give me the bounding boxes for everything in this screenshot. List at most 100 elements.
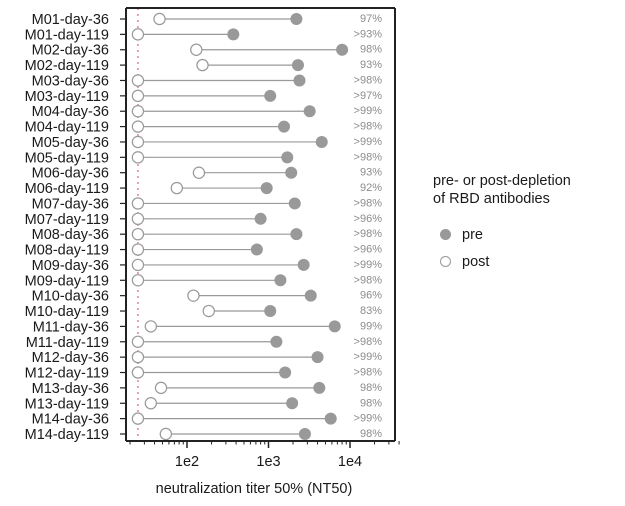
percent-label: >99% [354,136,383,148]
percent-label: 98% [360,382,382,394]
y-tick-label: M11-day-36 [33,319,109,335]
percent-label: 96% [360,290,382,302]
x-tick-label: 1e2 [175,454,199,470]
y-tick-label: M11-day-119 [26,335,109,351]
legend-item-post: post [433,248,571,275]
legend-title: pre- or post-depletion of RBD antibodies [433,173,571,207]
percent-label: >96% [354,244,383,256]
post-point [131,105,145,118]
percent-label: >99% [354,413,383,425]
pre-point [285,166,298,179]
pre-point [293,74,306,87]
percent-label: 98% [360,397,382,409]
percent-label: >93% [354,28,383,40]
pre-point [298,427,311,440]
pre-point [315,135,328,148]
y-tick-label: M03-day-36 [32,73,109,89]
percent-label: >98% [354,121,383,133]
percent-label: >99% [354,351,383,363]
pre-point [290,228,303,241]
post-point [196,58,209,72]
percent-label: >98% [354,151,383,163]
pre-point [290,13,303,25]
post-point [131,212,145,226]
post-point [131,258,145,272]
x-tick-label: 1e3 [256,454,280,470]
percent-label: 98% [360,44,382,56]
y-tick-label: M03-day-119 [25,89,109,105]
y-tick-label: M02-day-36 [32,43,109,59]
y-tick-label: M02-day-119 [25,58,109,74]
post-point [131,243,145,256]
y-tick-label: M05-day-119 [25,150,109,166]
y-tick-label: M09-day-119 [25,273,109,289]
pre-point [264,89,277,102]
y-tick-label: M04-day-36 [32,104,109,120]
percent-label: 83% [360,305,382,317]
pre-point [260,182,273,195]
y-tick-label: M05-day-36 [32,135,109,151]
percent-label: >99% [354,105,383,117]
y-tick-label: M10-day-36 [32,289,109,305]
post-point [131,120,145,133]
y-tick-label: M14-day-36 [32,412,109,428]
y-tick-label: M07-day-119 [25,212,109,228]
post-point [131,135,145,149]
percent-label: 93% [360,167,382,179]
percent-label: >98% [354,336,383,348]
post-point [190,43,203,56]
post-point [131,366,145,379]
percent-label: >98% [354,74,383,86]
pre-point [324,412,337,425]
pre-point [303,105,316,118]
y-tick-label: M09-day-36 [32,258,109,274]
post-point [202,304,215,318]
pre-point [304,289,317,302]
legend-label-post: post [462,253,490,270]
percent-label: >99% [354,259,383,271]
y-tick-label: M10-day-119 [25,304,109,320]
post-point [131,335,145,348]
y-tick-label: M12-day-119 [25,366,109,382]
y-tick-label: M07-day-36 [32,196,109,212]
pre-point [291,59,304,72]
post-point [187,289,200,302]
percent-label: 98% [360,428,382,440]
y-tick-label: M06-day-36 [32,166,109,182]
post-point [131,28,145,41]
post-point [144,397,158,410]
pre-point [227,28,240,41]
post-point [131,197,145,210]
pre-point [281,151,294,164]
pre-point [264,305,277,318]
legend-item-pre: pre [433,221,571,248]
percent-label: >98% [354,274,383,286]
pre-point [270,335,283,348]
y-tick-label: M13-day-119 [25,396,109,412]
post-point [131,350,145,364]
post-point [131,89,145,103]
legend: pre- or post-depletion of RBD antibodies… [433,172,571,275]
pre-point [336,43,349,56]
percent-label: 99% [360,320,382,332]
open-circle-icon [440,256,451,267]
y-tick-label: M12-day-36 [32,350,109,366]
post-point [131,274,145,287]
percent-label: >97% [354,90,383,102]
post-point [170,181,184,195]
y-tick-label: M14-day-119 [25,427,109,443]
pre-point [274,274,287,287]
pre-point [286,397,299,410]
y-tick-label: M08-day-119 [25,243,109,259]
filled-circle-icon [440,229,451,240]
post-point [131,227,145,241]
post-point [159,427,173,441]
post-point [131,412,145,425]
percent-label: >98% [354,197,383,209]
post-point [131,74,145,87]
post-point [144,320,158,333]
y-tick-label: M01-day-36 [32,12,109,28]
percent-label: 93% [360,59,382,71]
pre-point [254,212,267,225]
